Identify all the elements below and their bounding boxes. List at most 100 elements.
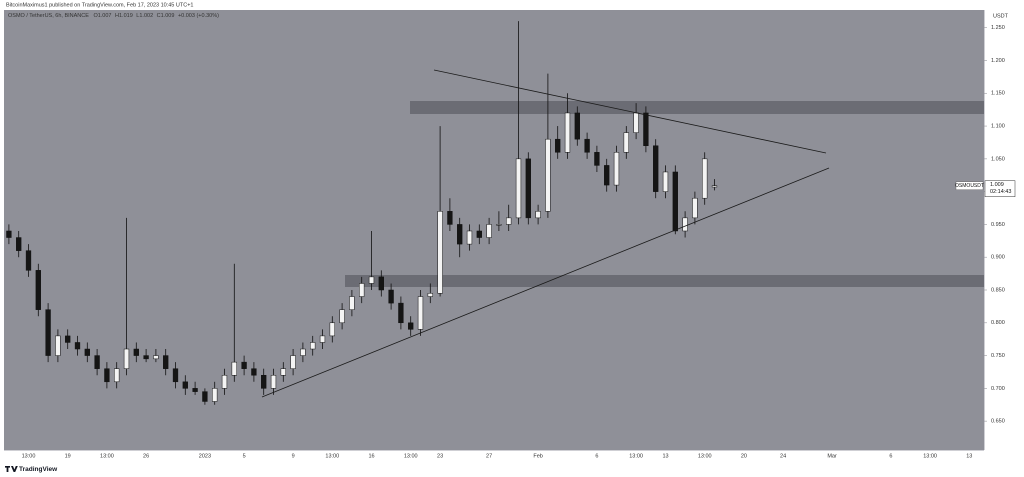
candle-body (662, 171, 669, 192)
candle-body (123, 348, 130, 369)
candle-body (182, 381, 188, 389)
y-tick-label: 0.700 (991, 386, 1005, 392)
candle-body (584, 138, 590, 153)
candle-body (16, 237, 22, 251)
last-price-box (984, 180, 1016, 197)
x-tick-label: 13:00 (100, 453, 114, 459)
candle-body (329, 322, 335, 337)
candle-body (55, 335, 61, 356)
candle-body (574, 112, 580, 140)
candle-body (564, 112, 571, 153)
candle-body (643, 112, 649, 146)
legend-open-label: O (93, 13, 98, 19)
price-axis-unit: USDT (993, 13, 1009, 19)
candle-body (594, 152, 600, 166)
candle-body (300, 348, 306, 356)
candle-body (623, 132, 629, 153)
candle-body (515, 158, 522, 219)
trend-line-lower (261, 167, 830, 398)
candle-body (310, 342, 316, 350)
candle-body (466, 230, 473, 245)
legend-change: +0.003 (+0.30%) (178, 13, 219, 19)
legend-high-label: H (115, 13, 119, 19)
candle-body (35, 270, 41, 310)
ticker-tag-text: OSMOUSDT (955, 183, 984, 189)
y-tick-label: 0.950 (991, 222, 1005, 228)
y-tick-label: 1.200 (991, 58, 1005, 64)
candle-body (212, 388, 218, 402)
candle-body (290, 355, 296, 369)
candle-body (506, 217, 512, 225)
candle-body (476, 230, 482, 238)
candle-body (545, 138, 551, 212)
legend-high: 1.019 (119, 13, 133, 19)
candle-body (633, 112, 639, 133)
ticker-tag (955, 181, 984, 190)
candle-body (359, 283, 365, 297)
x-tick-label: 13:00 (325, 453, 339, 459)
y-tick-label: 0.850 (991, 287, 1005, 293)
candle-body (368, 276, 375, 284)
x-tick-label: 13:00 (404, 453, 418, 459)
candle-body (163, 355, 169, 369)
legend-close-label: C (157, 13, 161, 19)
candle-body (84, 348, 90, 356)
x-tick-label: Feb (533, 453, 542, 459)
legend-close: 1.009 (161, 13, 175, 19)
last-price: 1.009 (990, 182, 1004, 188)
candle-body (427, 293, 433, 297)
y-tick-label: 1.150 (991, 91, 1005, 97)
candle-body (45, 309, 51, 356)
candle-body (143, 355, 149, 360)
x-tick-label: 6 (889, 453, 892, 459)
countdown: 02:14:43 (990, 189, 1011, 195)
candle-body (486, 224, 492, 238)
y-tick-label: 0.650 (991, 419, 1005, 425)
candle-body (280, 368, 286, 376)
candle-body (339, 309, 345, 324)
legend: OSMO / TetherUS, 6h, BINANCE O1.007 H1.0… (8, 13, 219, 19)
candle-body (604, 165, 610, 186)
candle-body (202, 391, 208, 402)
footer-logo: TradingView (4, 466, 58, 473)
candle-body (319, 335, 326, 343)
logo-mark (4, 466, 18, 472)
x-tick-label: 27 (486, 453, 492, 459)
header-text: BitcoinMaximus1 published on TradingView… (6, 2, 193, 8)
x-tick-label: 16 (368, 453, 374, 459)
candle-body (172, 368, 179, 383)
candle-body (241, 361, 247, 369)
x-tick-label: 19 (65, 453, 71, 459)
candle-body (74, 342, 81, 350)
candle-body (496, 224, 502, 226)
x-tick-label: 13:00 (22, 453, 36, 459)
x-tick-label: 24 (780, 453, 786, 459)
logo-text: TradingView (19, 466, 58, 473)
candle-body (437, 211, 443, 294)
candle-body (398, 302, 404, 324)
candle-body (231, 361, 237, 376)
x-tick-label: 26 (143, 453, 149, 459)
candle-body (251, 368, 257, 376)
x-tick-label: 5 (243, 453, 246, 459)
candle-body (555, 138, 561, 153)
candle-body (114, 368, 120, 383)
y-tick-label: 1.050 (991, 156, 1005, 162)
x-tick-label: 9 (292, 453, 295, 459)
candle-body (349, 296, 355, 310)
candle-body (65, 335, 71, 343)
candle-body (221, 374, 228, 389)
legend-low-label: L (136, 13, 139, 19)
candle-body (711, 185, 718, 188)
y-tick-label: 1.100 (991, 124, 1005, 130)
x-tick-label: 2023 (199, 453, 211, 459)
x-tick-label: 13:00 (923, 453, 937, 459)
y-tick-label: 1.250 (991, 25, 1005, 31)
candle-body (388, 289, 394, 304)
candle-body (653, 145, 659, 192)
candle-body (447, 211, 453, 225)
candle-body (104, 368, 110, 383)
y-tick-label: 0.800 (991, 320, 1005, 326)
